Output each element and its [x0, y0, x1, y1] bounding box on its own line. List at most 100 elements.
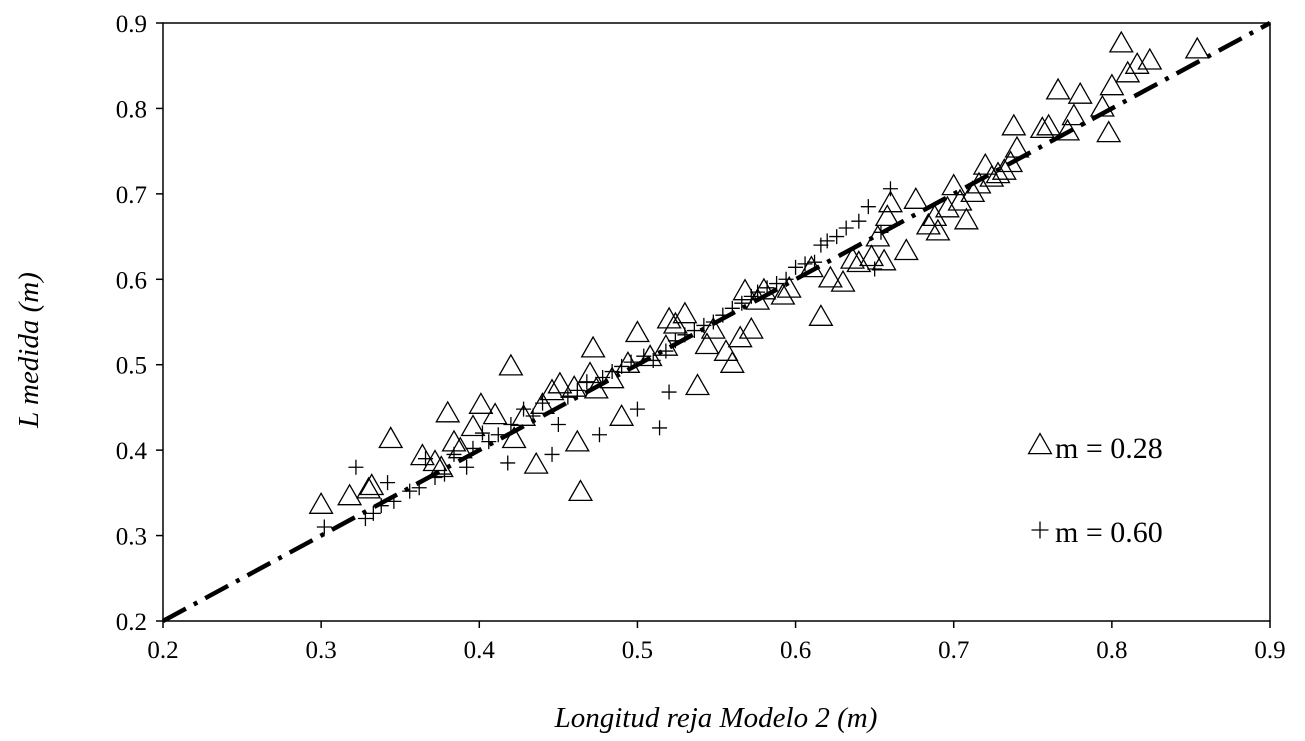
plus-point	[715, 307, 731, 323]
plus-point	[481, 434, 497, 450]
x-tick-label: 0.8	[1096, 637, 1127, 664]
y-tick-label: 0.4	[116, 438, 148, 465]
plus-point	[544, 446, 560, 462]
x-tick-label: 0.4	[464, 637, 496, 664]
triangle-point	[1099, 73, 1125, 96]
triangle-point	[808, 304, 834, 326]
triangle-point	[1089, 94, 1115, 117]
plus-point	[446, 446, 462, 462]
plus-point	[500, 455, 516, 471]
triangle-point	[468, 392, 494, 414]
plus-point	[418, 451, 434, 467]
plus-point	[357, 510, 373, 526]
triangle-point	[1055, 118, 1081, 141]
triangle-point	[694, 332, 720, 355]
plus-point	[724, 300, 740, 316]
plus-point	[465, 440, 481, 456]
triangle-point	[1137, 47, 1163, 70]
triangle-point	[684, 373, 711, 396]
plus-point	[759, 280, 775, 296]
plus-point	[807, 254, 823, 270]
triangle-point	[378, 426, 404, 449]
plus-point	[645, 352, 661, 368]
triangle-point	[979, 164, 1005, 187]
triangle-point	[564, 429, 590, 452]
series-plus	[316, 181, 898, 535]
triangle-point	[1124, 51, 1150, 74]
triangle-point	[700, 316, 726, 339]
plus-point	[636, 348, 652, 364]
triangle-point	[719, 350, 745, 373]
triangle-point	[1061, 103, 1087, 126]
legend-label: m = 0.28	[1055, 432, 1163, 465]
triangle-point	[1108, 30, 1134, 53]
plus-point	[677, 327, 693, 343]
plus-point	[705, 314, 721, 330]
y-axis: 0.2 0.3 0.4 0.5 0.6 0.7 0.8 0.9	[116, 11, 163, 636]
triangle-point	[770, 282, 796, 305]
triangle-point	[337, 483, 363, 506]
plus-point	[629, 401, 645, 417]
triangle-point	[1115, 60, 1141, 83]
triangle-point	[874, 204, 900, 227]
triangle-point	[947, 188, 973, 211]
plus-point	[348, 459, 364, 475]
y-tick-label: 0.8	[116, 96, 147, 123]
data-series	[308, 30, 1210, 535]
plus-point	[686, 323, 702, 339]
y-tick-label: 0.5	[116, 353, 147, 380]
triangle-point	[539, 378, 565, 401]
plus-point	[829, 229, 845, 245]
plus-point	[813, 237, 829, 253]
triangle-point	[561, 374, 587, 397]
plus-point	[386, 493, 402, 509]
triangle-point	[356, 476, 382, 499]
triangle-point	[359, 473, 385, 496]
plus-point	[661, 384, 677, 400]
triangle-point	[409, 443, 435, 466]
triangle-point	[713, 339, 739, 361]
series-triangle	[308, 30, 1210, 514]
x-tick-label: 0.5	[622, 637, 653, 664]
triangle-point	[1001, 113, 1027, 136]
triangle-point	[877, 190, 904, 213]
plus-point	[819, 233, 835, 249]
plus-point	[591, 427, 607, 443]
plus-point	[535, 395, 551, 411]
triangle-point	[934, 195, 960, 218]
x-axis: 0.2 0.3 0.4 0.5 0.6 0.7 0.8 0.9	[147, 621, 1286, 664]
legend: m = 0.28 m = 0.60	[1027, 432, 1163, 549]
plus-point	[696, 317, 712, 333]
triangle-point	[1184, 36, 1210, 59]
plus-point	[365, 505, 381, 521]
triangle-point	[925, 218, 951, 241]
triangle-point	[776, 275, 802, 298]
triangle-point	[903, 186, 929, 209]
triangle-point	[858, 244, 885, 267]
triangle-point	[1067, 81, 1093, 104]
triangle-point	[738, 316, 764, 339]
triangle-point	[846, 250, 872, 273]
plus-point	[550, 417, 566, 433]
triangle-point	[871, 248, 897, 271]
legend-triangle-symbol	[1027, 432, 1053, 455]
plus-point	[380, 475, 396, 491]
y-tick-label: 0.9	[116, 11, 147, 38]
plus-point	[503, 417, 519, 433]
plus-point	[373, 498, 389, 514]
plus-point	[769, 276, 785, 292]
triangle-point	[428, 455, 454, 478]
plus-point	[867, 261, 883, 277]
plus-point	[516, 401, 532, 417]
plot-area-frame	[162, 22, 1271, 622]
y-tick-label: 0.6	[116, 267, 147, 294]
triangle-point	[460, 414, 486, 437]
triangle-point	[656, 306, 682, 329]
x-tick-label: 0.2	[147, 637, 178, 664]
plus-point	[851, 213, 867, 229]
y-tick-label: 0.3	[116, 524, 147, 551]
triangle-point	[985, 161, 1011, 184]
triangle-point	[511, 403, 537, 426]
triangle-point	[953, 207, 979, 230]
